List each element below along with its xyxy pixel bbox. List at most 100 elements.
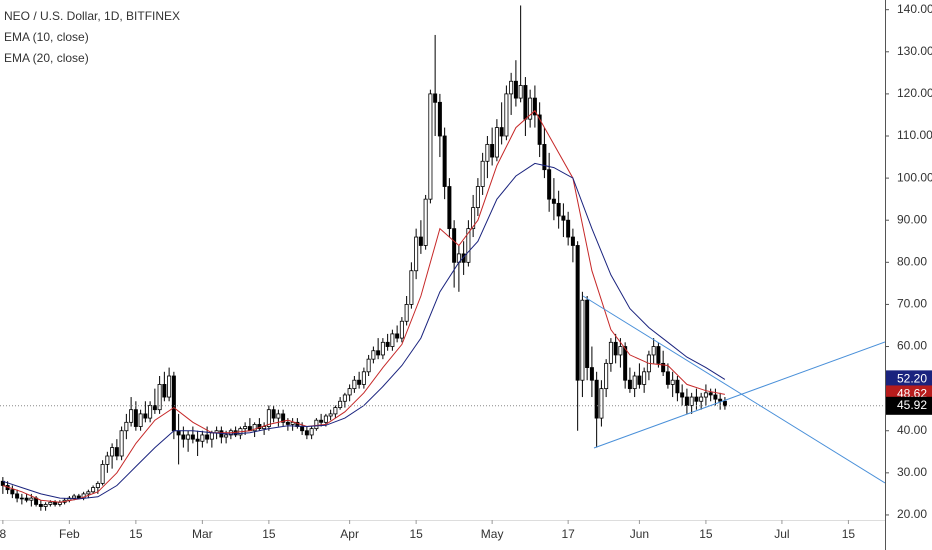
- candle-body: [10, 489, 15, 495]
- candle-body: [24, 497, 29, 501]
- x-tick-label: Jul: [774, 527, 789, 541]
- candle-body: [485, 144, 490, 162]
- candle-body: [684, 396, 689, 406]
- candle-body: [675, 379, 680, 394]
- candle-body: [395, 333, 400, 339]
- trend-line: [582, 295, 885, 484]
- x-tick-label: Apr: [340, 527, 359, 541]
- candle-body: [722, 400, 727, 407]
- candle-body: [371, 350, 376, 360]
- x-tick-label: 8: [0, 527, 7, 541]
- y-tick-label: 90.00: [897, 212, 927, 226]
- candle-body: [523, 85, 528, 120]
- candle-body: [162, 384, 167, 398]
- candle-body: [642, 371, 647, 385]
- candle-body: [471, 207, 476, 230]
- candle-body: [475, 186, 480, 208]
- candle-body: [542, 144, 547, 171]
- candle-body: [357, 379, 362, 385]
- candle-body: [262, 426, 267, 430]
- candle-body: [580, 299, 585, 381]
- x-tick-label: 15: [129, 527, 143, 541]
- candle-body: [556, 202, 561, 217]
- candle-body: [276, 413, 281, 419]
- candle-body: [342, 394, 347, 402]
- candle-body: [200, 434, 205, 442]
- candle-body: [266, 409, 271, 427]
- x-tick-label: Jun: [630, 527, 649, 541]
- y-tick-label: 80.00: [897, 254, 927, 268]
- y-tick-label: 20.00: [897, 507, 927, 521]
- candle-body: [509, 80, 514, 95]
- candle-body: [209, 432, 214, 440]
- candle-body: [124, 421, 129, 432]
- candle-body: [186, 434, 191, 440]
- candle-body: [694, 396, 699, 402]
- candle-body: [499, 127, 504, 137]
- candle-body: [157, 384, 162, 411]
- candle-body: [570, 236, 575, 246]
- candle-body: [290, 421, 295, 425]
- candle-body: [703, 392, 708, 398]
- candle-body: [300, 426, 305, 432]
- candle-body: [15, 493, 20, 499]
- candle-body: [404, 304, 409, 322]
- candle-body: [152, 405, 157, 411]
- candle-body: [575, 245, 580, 381]
- candle-body: [366, 358, 371, 373]
- candle-body: [138, 413, 143, 427]
- x-tick-label: 15: [262, 527, 276, 541]
- drawings: [582, 295, 885, 484]
- x-tick-label: 15: [842, 527, 856, 541]
- x-tick-label: May: [481, 527, 504, 541]
- candle-body: [428, 93, 433, 200]
- candle-body: [399, 320, 404, 339]
- y-tick-label: 40.00: [897, 423, 927, 437]
- legend-entry: EMA (10, close): [4, 30, 89, 44]
- candle-body: [708, 392, 713, 396]
- legend-entry: EMA (20, close): [4, 51, 89, 65]
- candle-body: [314, 419, 319, 430]
- candle-body: [19, 497, 24, 500]
- candle-body: [689, 396, 694, 406]
- y-tick-label: 70.00: [897, 297, 927, 311]
- candle-body: [604, 362, 609, 390]
- candle-body: [442, 135, 447, 187]
- candle-body: [594, 379, 599, 419]
- candle-body: [561, 215, 566, 221]
- candle-body: [608, 341, 613, 364]
- candle-body: [376, 350, 381, 356]
- candle-body: [100, 464, 105, 484]
- candle-body: [271, 409, 276, 419]
- candle-body: [133, 409, 138, 427]
- candle-body: [585, 299, 590, 368]
- candle-body: [518, 85, 523, 99]
- price-label-box: [886, 370, 932, 389]
- candle-body: [670, 379, 675, 385]
- candle-body: [618, 346, 623, 356]
- candle-body: [0, 480, 5, 486]
- candle-body: [537, 114, 542, 145]
- candle-body: [466, 228, 471, 263]
- y-tick-label: 130.00: [897, 44, 932, 58]
- trend-line: [593, 341, 885, 449]
- candle-body: [361, 371, 366, 385]
- plot-area: [0, 5, 885, 511]
- candle-body: [414, 236, 419, 272]
- candle-body: [661, 362, 666, 373]
- candle-body: [91, 487, 96, 493]
- candle-body: [490, 144, 495, 158]
- candle-body: [665, 371, 670, 385]
- y-tick-label: 110.00: [897, 128, 932, 142]
- candle-body: [494, 127, 499, 158]
- candle-body: [129, 409, 134, 423]
- candle-body: [195, 438, 200, 442]
- candle-body: [181, 434, 186, 440]
- x-tick-label: 17: [561, 527, 575, 541]
- candle-body: [29, 497, 34, 501]
- x-tick-label: 15: [409, 527, 423, 541]
- candle-body: [309, 428, 314, 436]
- candle-body: [680, 392, 685, 398]
- candle-body: [480, 160, 485, 187]
